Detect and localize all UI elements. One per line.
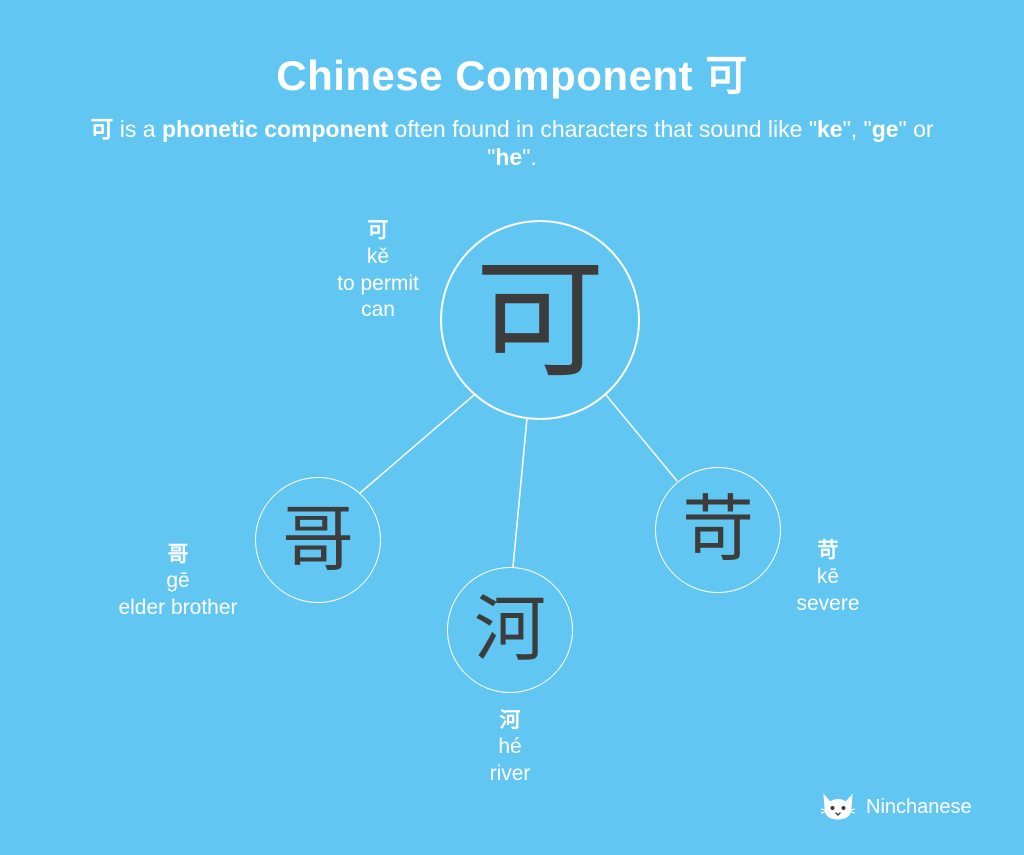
label-hanzi: 苛 [728, 538, 928, 564]
label-pinyin: gē [78, 568, 278, 594]
label-pinyin: hé [410, 734, 610, 760]
label-pinyin: kě [278, 244, 478, 270]
cat-icon [820, 792, 856, 822]
node-glyph: 可 [475, 255, 605, 385]
label-ke2: 苛kēsevere [728, 538, 928, 617]
label-meaning: severe [728, 591, 928, 617]
node-glyph: 哥 [282, 504, 354, 576]
label-he: 河hériver [410, 708, 610, 787]
label-meaning: elder brother [78, 595, 278, 621]
brand: Ninchanese [820, 792, 972, 822]
node-glyph: 河 [474, 594, 546, 666]
label-meaning: can [278, 297, 478, 323]
label-meaning: to permit [278, 271, 478, 297]
label-ge: 哥gēelder brother [78, 542, 278, 621]
label-hanzi: 可 [278, 218, 478, 244]
label-meaning: river [410, 761, 610, 787]
label-pinyin: kē [728, 564, 928, 590]
infographic-canvas: Chinese Component 可 可 is a phonetic comp… [0, 0, 1024, 855]
node-he: 河 [447, 567, 573, 693]
label-hanzi: 河 [410, 708, 610, 734]
label-main: 可kěto permitcan [278, 218, 478, 323]
label-hanzi: 哥 [78, 542, 278, 568]
brand-name: Ninchanese [866, 796, 972, 819]
